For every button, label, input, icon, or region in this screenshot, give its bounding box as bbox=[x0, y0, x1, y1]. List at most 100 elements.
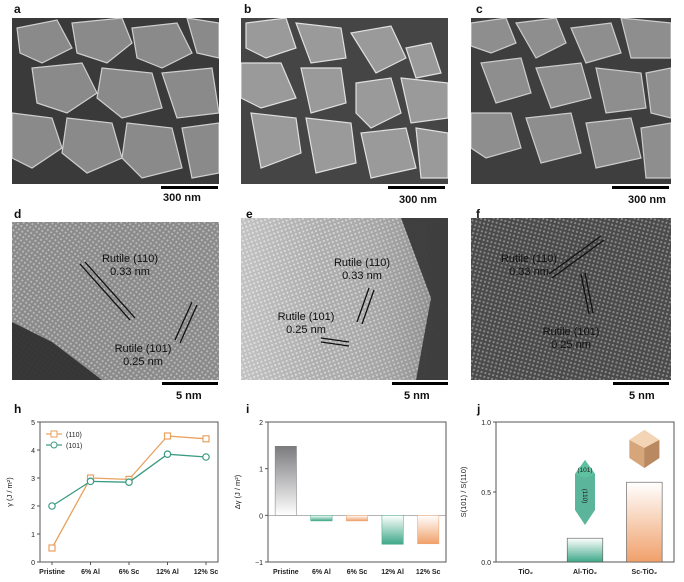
h-xtick-label: 12% Sc bbox=[194, 569, 219, 576]
scale-bar-f bbox=[613, 382, 669, 385]
j-bar bbox=[566, 537, 604, 563]
chart-surface-energy-difference: −1 0 1 2 Δγ (J / m²) Pristine 6% Al 6% Sc 12% Al… bbox=[233, 420, 447, 576]
j-ytick-label: 0.0 bbox=[481, 560, 491, 567]
h-ytick-label: 1 bbox=[31, 532, 35, 539]
i-ytick-label: 2 bbox=[259, 420, 263, 427]
h-series-line bbox=[51, 435, 207, 549]
hrtem-f-ann1-line1: Rutile (110) bbox=[500, 253, 558, 265]
i-plot-frame bbox=[267, 421, 447, 563]
h-legend-marker bbox=[50, 430, 58, 438]
hrtem-d-ann2-line2: 0.25 nm bbox=[123, 356, 163, 368]
hrtem-d-ann1-line1: Rutile (110) bbox=[101, 253, 159, 265]
hrtem-d-ann2-line1: Rutile (101) bbox=[114, 343, 172, 355]
hrtem-f-annotation-110: Rutile (110) 0.33 nm bbox=[489, 253, 569, 279]
h-point-110 bbox=[163, 432, 172, 440]
h-point-101 bbox=[202, 453, 210, 461]
h-xtick-label: 6% Sc bbox=[119, 569, 140, 576]
h-point-110 bbox=[48, 544, 56, 552]
hrtem-e-annotation-110: Rutile (110) 0.33 nm bbox=[322, 257, 402, 283]
chart-surface-energy: 0 1 2 3 4 5 γ (J / m²) Pristine 6% Al 6% Sc 12% Al… bbox=[5, 420, 219, 576]
i-ylabel: Δγ (J / m²) bbox=[233, 474, 242, 509]
i-ytick-label: 0 bbox=[259, 513, 263, 520]
sc-crystal-side bbox=[644, 440, 660, 468]
hrtem-image-al bbox=[241, 218, 448, 380]
scale-bar-e bbox=[392, 382, 448, 385]
scale-text-e: 5 nm bbox=[404, 390, 430, 402]
panel-label-c: c bbox=[476, 2, 483, 16]
i-xtick-label: Pristine bbox=[273, 569, 299, 576]
i-xtick-label: 12% Sc bbox=[416, 569, 441, 576]
panel-label-a: a bbox=[14, 2, 21, 16]
i-bar bbox=[310, 515, 333, 522]
panel-label-e: e bbox=[246, 207, 253, 221]
h-ytick-label: 0 bbox=[31, 560, 35, 567]
panel-label-f: f bbox=[476, 207, 480, 221]
scale-text-f: 5 nm bbox=[629, 390, 655, 402]
sem-image-pristine bbox=[12, 18, 219, 184]
al-crystal-label-101: (101) bbox=[577, 467, 592, 474]
i-xtick-label: 12% Al bbox=[381, 569, 404, 576]
i-xtick-label: 6% Al bbox=[312, 569, 331, 576]
al-crystal-shape bbox=[575, 460, 595, 525]
hrtem-f-annotation-101: Rutile (101) 0.25 nm bbox=[531, 326, 611, 352]
hrtem-f-ann1-line2: 0.33 nm bbox=[509, 266, 549, 278]
panel-label-h: h bbox=[14, 402, 22, 416]
scale-text-a: 300 nm bbox=[163, 192, 201, 204]
h-ytick-label: 2 bbox=[31, 504, 35, 511]
scale-text-c: 300 nm bbox=[628, 194, 666, 206]
hrtem-e-ann1-line2: 0.33 nm bbox=[342, 270, 382, 282]
h-xtick-label: 12% Al bbox=[156, 569, 179, 576]
h-ytick-label: 3 bbox=[31, 476, 35, 483]
panel-label-b: b bbox=[244, 2, 252, 16]
hrtem-f-ann2-line2: 0.25 nm bbox=[551, 339, 591, 351]
sem-image-al bbox=[241, 18, 448, 184]
h-ylabel: γ (J / m²) bbox=[5, 477, 14, 507]
h-point-101 bbox=[86, 477, 95, 486]
hrtem-e-annotation-101: Rutile (101) 0.25 nm bbox=[266, 311, 346, 337]
i-ytick-label: −1 bbox=[255, 560, 263, 567]
i-bar bbox=[346, 515, 368, 522]
hrtem-image-sc bbox=[471, 218, 671, 380]
h-legend-label: (101) bbox=[66, 443, 82, 450]
h-legend-marker bbox=[50, 441, 58, 449]
al-crystal-label-110: (110) bbox=[581, 489, 588, 504]
i-bar bbox=[274, 446, 297, 516]
hrtem-d-annotation-110: Rutile (110) 0.33 nm bbox=[90, 253, 170, 279]
j-ytick-label: 1.0 bbox=[481, 420, 491, 427]
j-ytick-label: 0.5 bbox=[481, 490, 491, 497]
j-ylabel: S(101) / S(110) bbox=[459, 466, 468, 517]
i-xtick-label: 6% Sc bbox=[347, 569, 368, 576]
h-xtick-label: Pristine bbox=[39, 569, 65, 576]
j-bar bbox=[626, 481, 663, 563]
i-ytick-label: 1 bbox=[259, 467, 263, 474]
h-point-101 bbox=[125, 478, 133, 487]
h-legend-label: (110) bbox=[66, 432, 82, 439]
h-ytick-label: 4 bbox=[31, 448, 35, 455]
hrtem-e-ann2-line2: 0.25 nm bbox=[286, 324, 326, 336]
hrtem-e-ann2-line1: Rutile (101) bbox=[277, 311, 335, 323]
i-bar bbox=[417, 515, 440, 545]
h-ytick-label: 5 bbox=[31, 420, 35, 427]
scale-text-d: 5 nm bbox=[176, 390, 202, 402]
scale-bar-c bbox=[612, 186, 669, 189]
h-point-101 bbox=[48, 502, 56, 510]
hrtem-f-ann2-line1: Rutile (101) bbox=[542, 326, 600, 338]
hrtem-d-annotation-101: Rutile (101) 0.25 nm bbox=[100, 343, 186, 369]
panel-label-i: i bbox=[246, 402, 250, 416]
hrtem-d-ann1-line2: 0.33 nm bbox=[110, 266, 150, 278]
h-point-110 bbox=[202, 435, 210, 443]
sem-image-sc bbox=[471, 18, 671, 184]
scale-bar-a bbox=[161, 186, 218, 189]
i-bar bbox=[381, 515, 404, 545]
scale-text-b: 300 nm bbox=[399, 194, 437, 206]
h-point-101 bbox=[163, 450, 172, 459]
j-xtick-label: Al-TiO₂ bbox=[573, 569, 597, 576]
panel-label-d: d bbox=[14, 207, 22, 221]
hrtem-e-ann1-line1: Rutile (110) bbox=[333, 257, 391, 269]
scale-bar-b bbox=[388, 186, 445, 189]
hrtem-image-pristine bbox=[12, 222, 219, 380]
al-crystal-top bbox=[575, 460, 595, 478]
chart-facet-ratio: 0.0 0.5 1.0 S(101) / S(110) TiO₂ Al-TiO₂ Sc-Ti… bbox=[459, 420, 675, 576]
j-xtick-label: TiO₂ bbox=[518, 569, 533, 576]
h-xtick-label: 6% Al bbox=[81, 569, 100, 576]
